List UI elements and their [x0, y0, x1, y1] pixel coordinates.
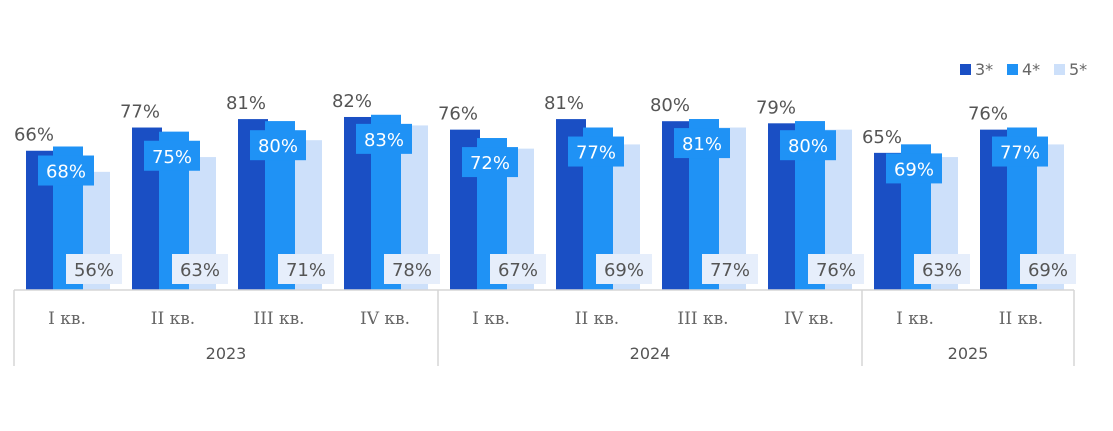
tick-label-5: II кв.	[575, 309, 619, 329]
label-box-4star-9	[992, 136, 1048, 167]
label-4star-7: 80%	[788, 136, 828, 157]
label-3star-1: 77%	[120, 102, 160, 123]
label-box-4star-6	[674, 128, 730, 159]
label-4star-9: 77%	[1000, 143, 1040, 164]
label-3star-3: 82%	[332, 91, 372, 112]
label-5star-3: 78%	[392, 260, 432, 281]
legend-swatch-0	[960, 64, 971, 75]
label-4star-1: 75%	[152, 147, 192, 168]
tick-label-0: I кв.	[48, 309, 86, 329]
label-4star-2: 80%	[258, 136, 298, 157]
label-3star-9: 76%	[968, 104, 1008, 125]
label-box-4star-0	[38, 155, 94, 186]
label-box-5star-4	[490, 254, 546, 284]
tick-label-8: I кв.	[896, 309, 934, 329]
label-3star-5: 81%	[544, 93, 584, 114]
label-4star-5: 77%	[576, 143, 616, 164]
legend: 3* 4* 5*	[960, 60, 1087, 79]
label-5star-8: 63%	[922, 260, 962, 281]
legend-label-1: 4*	[1022, 60, 1040, 79]
label-4star-4: 72%	[470, 153, 510, 174]
tick-label-6: III кв.	[677, 309, 728, 329]
label-box-4star-8	[886, 153, 942, 184]
label-5star-5: 69%	[604, 260, 644, 281]
tick-label-7: IV кв.	[784, 309, 834, 329]
label-box-5star-3	[384, 254, 440, 284]
group-label-2024: 2024	[630, 344, 671, 363]
legend-label-0: 3*	[975, 60, 993, 79]
label-3star-7: 79%	[756, 97, 796, 118]
group-label-2023: 2023	[206, 344, 247, 363]
tick-label-9: II кв.	[999, 309, 1043, 329]
label-box-5star-7	[808, 254, 864, 284]
label-4star-6: 81%	[682, 134, 722, 155]
label-box-4star-1	[144, 140, 200, 171]
label-box-4star-3	[356, 123, 412, 154]
legend-swatch-2	[1054, 64, 1065, 75]
label-3star-8: 65%	[862, 127, 902, 148]
label-5star-2: 71%	[286, 260, 326, 281]
label-4star-8: 69%	[894, 159, 934, 180]
legend-label-2: 5*	[1069, 60, 1087, 79]
legend-swatch-1	[1007, 64, 1018, 75]
label-box-5star-5	[596, 254, 652, 284]
label-3star-6: 80%	[650, 95, 690, 116]
label-3star-2: 81%	[226, 93, 266, 114]
label-box-4star-4	[462, 147, 518, 178]
label-5star-6: 77%	[710, 260, 750, 281]
label-3star-4: 76%	[438, 104, 478, 125]
tick-label-3: IV кв.	[360, 309, 410, 329]
tick-label-1: II кв.	[151, 309, 195, 329]
label-box-5star-0	[66, 254, 122, 284]
label-4star-0: 68%	[46, 162, 86, 183]
label-5star-7: 76%	[816, 260, 856, 281]
label-box-5star-9	[1020, 254, 1076, 284]
label-5star-4: 67%	[498, 260, 538, 281]
label-box-5star-8	[914, 254, 970, 284]
tick-label-2: III кв.	[253, 309, 304, 329]
x-axis: I кв. II кв. III кв. IV кв. 2023 I кв. II кв. I…	[13, 289, 1075, 366]
label-box-4star-7	[780, 130, 836, 161]
group-label-2025: 2025	[948, 344, 989, 363]
label-3star-0: 66%	[14, 125, 54, 146]
label-5star-0: 56%	[74, 260, 114, 281]
data-labels: 66% 68% 56% 77% 75% 63% 81% 80% 71% 82% 83% 78% 76% 7…	[14, 91, 1076, 284]
label-box-5star-2	[278, 254, 334, 284]
label-5star-1: 63%	[180, 260, 220, 281]
label-4star-3: 83%	[364, 130, 404, 151]
label-box-5star-1	[172, 254, 228, 284]
label-box-4star-2	[250, 130, 306, 161]
label-box-5star-6	[702, 254, 758, 284]
label-box-4star-5	[568, 136, 624, 167]
tick-label-4: I кв.	[472, 309, 510, 329]
label-5star-9: 69%	[1028, 260, 1068, 281]
